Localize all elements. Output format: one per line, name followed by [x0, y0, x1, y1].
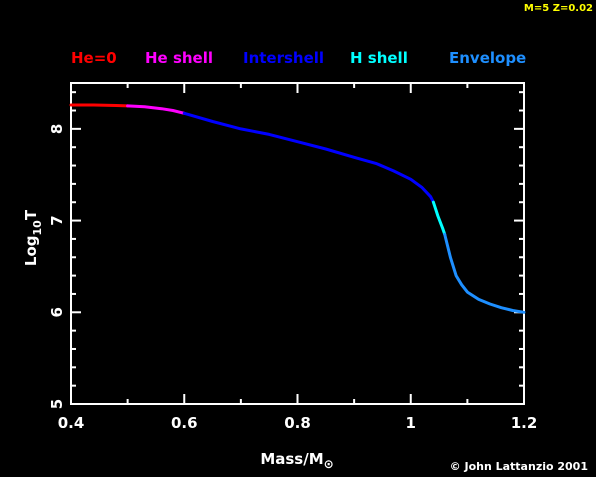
x-tick-label: 0.4: [58, 414, 85, 432]
x-tick-label: 0.8: [284, 414, 311, 432]
series-lines: [69, 103, 526, 314]
x-axis-label-symbol: ⊙: [324, 457, 334, 471]
y-tick-labels: 5 6 7 8: [48, 124, 66, 410]
y-tick-label: 5: [48, 399, 66, 409]
series-line: [443, 232, 526, 314]
series-line: [69, 103, 130, 108]
y-axis-label-text: Log: [22, 235, 40, 266]
series-line: [182, 111, 435, 204]
x-axis-label-text: Mass/M: [260, 450, 323, 468]
legend-item: Envelope: [449, 49, 526, 67]
series-line: [431, 200, 447, 236]
y-axis-label-tail: T: [22, 209, 40, 220]
legend: He=0 He shell Intershell H shell Envelope: [71, 49, 526, 67]
y-axis-label-subscript: 10: [31, 220, 44, 236]
x-tick-label: 1.2: [511, 414, 538, 432]
model-label: M=5 Z=0.02: [524, 3, 593, 14]
legend-item: Intershell: [243, 49, 324, 67]
y-axis-label: Log10T: [22, 209, 44, 266]
x-tick-label: 0.6: [171, 414, 198, 432]
x-tick-labels: 0.4 0.6 0.8 1 1.2: [58, 414, 538, 432]
y-tick-label: 8: [48, 124, 66, 134]
legend-item: H shell: [350, 49, 408, 67]
x-axis-label: Mass/M⊙: [260, 450, 333, 471]
legend-item: He=0: [71, 49, 117, 67]
y-tick-label: 7: [48, 215, 66, 225]
credit-text: © John Lattanzio 2001: [450, 460, 588, 473]
legend-item: He shell: [145, 49, 213, 67]
x-tick-label: 1: [406, 414, 416, 432]
series-line: [126, 104, 186, 115]
y-tick-label: 6: [48, 307, 66, 317]
